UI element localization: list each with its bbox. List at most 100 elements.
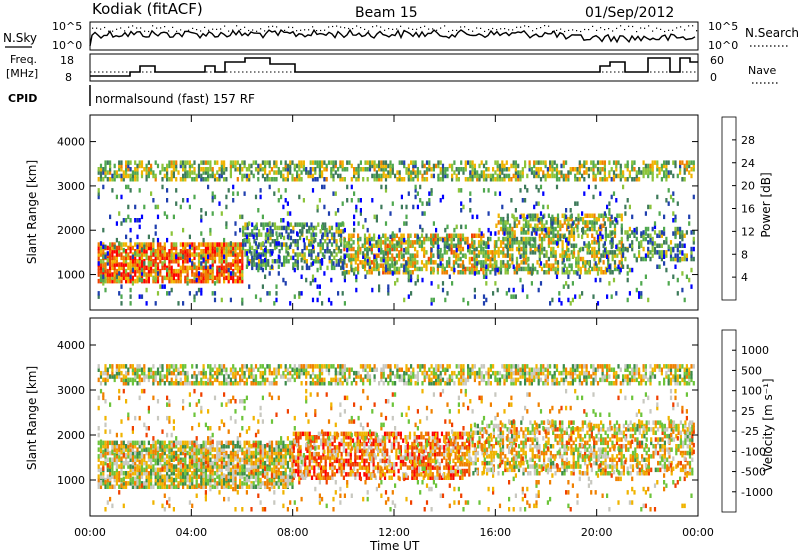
heatmap-cell <box>334 374 337 379</box>
heatmap-cell <box>460 208 463 213</box>
heatmap-cell <box>531 216 534 222</box>
heatmap-cell <box>384 264 388 269</box>
heatmap-cell <box>172 278 175 284</box>
heatmap-cell <box>298 160 301 165</box>
heatmap-cell <box>692 381 695 386</box>
heatmap-cell <box>593 220 596 225</box>
heatmap-cell <box>544 227 547 233</box>
heatmap-cell <box>389 374 392 379</box>
heatmap-cell <box>143 370 146 376</box>
heatmap-cell <box>330 167 333 172</box>
heatmap-cell <box>236 252 239 257</box>
heatmap-cell <box>207 265 210 271</box>
heatmap-cell <box>550 223 553 228</box>
heatmap-cell <box>451 163 454 169</box>
heatmap-cell <box>610 194 613 200</box>
heatmap-cell <box>373 214 376 220</box>
heatmap-cell <box>400 250 403 255</box>
heatmap-cell <box>495 243 498 248</box>
heatmap-cell <box>113 374 116 379</box>
heatmap-cell <box>489 270 492 275</box>
heatmap-cell <box>387 364 390 369</box>
heatmap-cell <box>609 240 612 245</box>
heatmap-cell <box>491 256 494 262</box>
heatmap-cell <box>464 381 467 386</box>
heatmap-cell <box>613 226 617 232</box>
heatmap-cell <box>515 236 519 242</box>
heatmap-cell <box>669 194 673 200</box>
heatmap-cell <box>106 467 109 473</box>
heatmap-cell <box>492 370 495 376</box>
heatmap-cell <box>407 170 410 175</box>
heatmap-cell <box>482 233 485 238</box>
heatmap-cell <box>350 381 353 386</box>
heatmap-cell <box>145 177 148 182</box>
heatmap-cell <box>102 167 105 172</box>
heatmap-cell <box>626 167 629 172</box>
heatmap-cell <box>514 170 517 175</box>
heatmap-cell <box>647 297 650 303</box>
heatmap-cell <box>436 236 439 242</box>
heatmap-cell <box>243 191 246 196</box>
heatmap-cell <box>469 370 472 376</box>
heatmap-cell <box>200 370 203 376</box>
heatmap-cell <box>567 224 570 230</box>
heatmap-cell <box>302 160 305 165</box>
heatmap-cell <box>347 243 351 248</box>
heatmap-cell <box>587 370 590 376</box>
heatmap-cell <box>478 374 481 379</box>
heatmap-cell <box>524 163 527 169</box>
heatmap-cell <box>551 170 554 175</box>
heatmap-cell <box>143 167 146 172</box>
nsearch-point <box>208 29 210 31</box>
heatmap-cell <box>186 381 189 386</box>
heatmap-cell <box>177 367 180 372</box>
heatmap-cell <box>386 270 389 275</box>
heatmap-cell <box>457 170 460 175</box>
heatmap-cell <box>261 364 264 369</box>
heatmap-cell <box>688 170 691 175</box>
heatmap-cell <box>542 367 545 372</box>
heatmap-cell <box>282 370 285 376</box>
heatmap-cell <box>494 267 497 273</box>
heatmap-cell <box>188 381 191 386</box>
heatmap-cell <box>166 374 169 379</box>
heatmap-cell <box>382 254 385 259</box>
heatmap-cell <box>188 265 191 271</box>
heatmap-cell <box>584 266 587 272</box>
heatmap-cell <box>218 272 221 277</box>
heatmap-cell <box>531 266 534 272</box>
heatmap-cell <box>147 370 150 376</box>
heatmap-cell <box>485 244 488 250</box>
heatmap-cell <box>496 287 499 293</box>
nsearch-point <box>160 27 162 29</box>
heatmap-cell <box>363 253 367 258</box>
heatmap-cell <box>610 214 613 220</box>
heatmap-cell <box>633 167 636 172</box>
heatmap-cell <box>289 235 293 241</box>
heatmap-cell <box>391 263 394 268</box>
heatmap-cell <box>375 261 378 266</box>
heatmap-cell <box>460 201 463 206</box>
heatmap-cell <box>211 170 214 175</box>
heatmap-cell <box>346 381 349 386</box>
heatmap-cell <box>366 177 369 182</box>
heatmap-cell <box>309 364 312 369</box>
nsearch-point <box>656 27 658 29</box>
nsearch-point <box>320 29 322 32</box>
heatmap-cell <box>570 226 573 232</box>
heatmap-cell <box>685 163 688 169</box>
heatmap-cell <box>537 370 540 376</box>
heatmap-cell <box>524 370 527 376</box>
heatmap-cell <box>489 260 492 265</box>
heatmap-cell <box>264 274 267 279</box>
heatmap-cell <box>267 232 270 237</box>
heatmap-cell <box>444 367 447 372</box>
heatmap-cell <box>382 233 385 238</box>
heatmap-cell <box>638 177 641 182</box>
heatmap-cell <box>99 173 103 179</box>
nsearch-point <box>500 28 502 30</box>
heatmap-cell <box>384 221 388 226</box>
heatmap-cell <box>147 160 150 165</box>
heatmap-cell <box>647 226 650 232</box>
